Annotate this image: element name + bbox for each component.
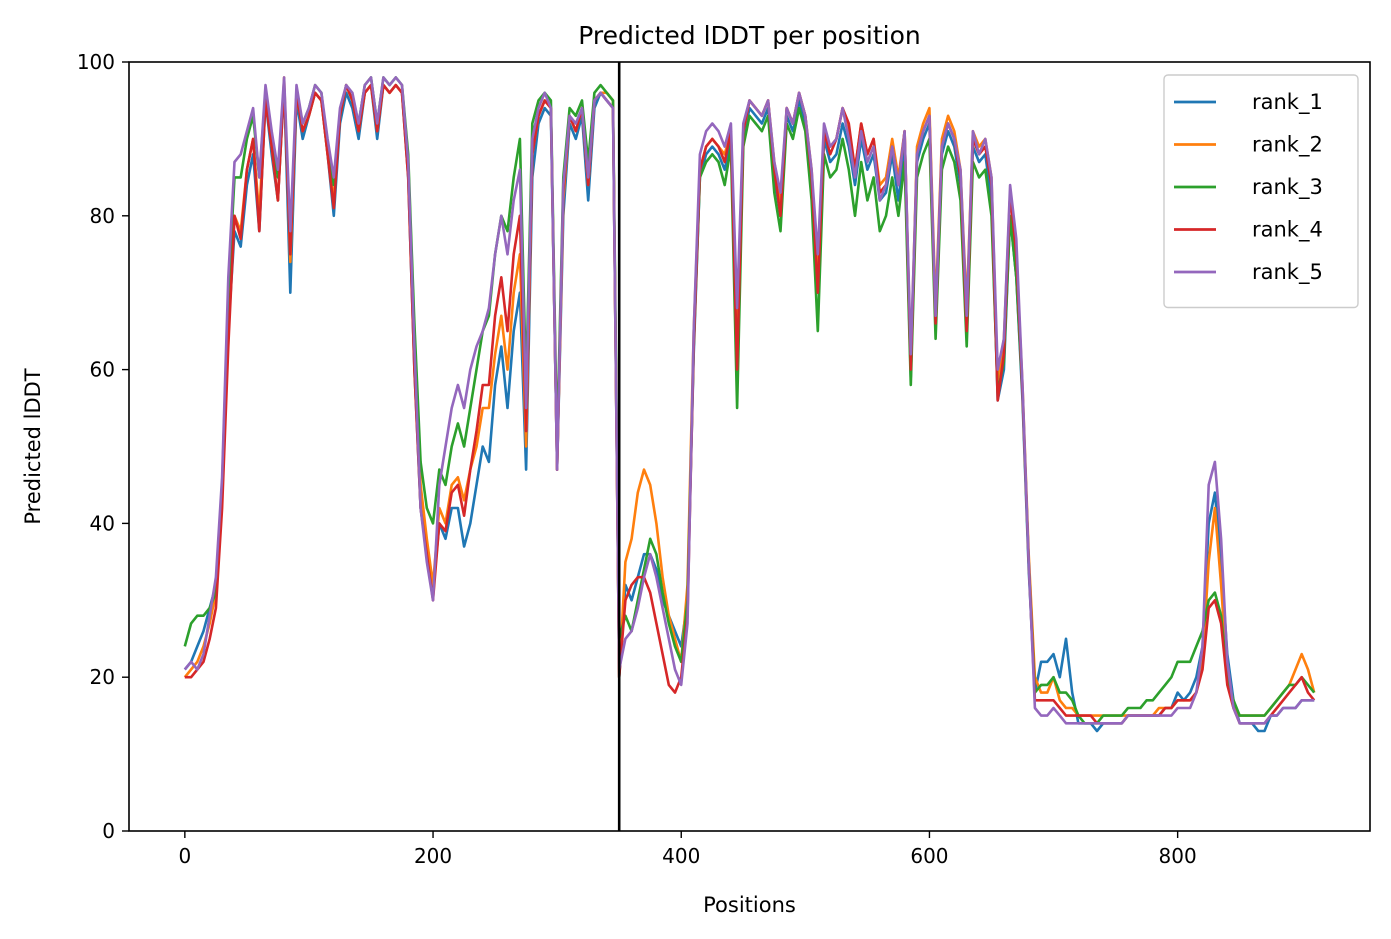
legend-label-rank_1: rank_1 [1252,90,1323,115]
x-tick-label: 800 [1159,844,1197,868]
x-tick-label: 200 [414,844,452,868]
x-tick-label: 400 [662,844,700,868]
series-layer [183,76,1316,733]
axes-frame [128,61,1371,832]
y-tick-label: 40 [90,511,115,535]
x-tick-label: 0 [178,844,191,868]
y-axis-ticks: 0 20 40 60 80 100 [77,50,129,843]
y-tick-label: 0 [102,819,115,843]
legend: rank_1 rank_2 rank_3 rank_4 rank_5 [1163,74,1359,309]
y-axis-label: Predicted lDDT [21,368,45,524]
x-axis-label: Positions [703,893,796,917]
x-axis-ticks: 0 200 400 600 800 [178,831,1197,868]
y-tick-label: 80 [90,204,115,228]
chart-title: Predicted lDDT per position [578,21,920,50]
legend-label-rank_3: rank_3 [1252,175,1323,200]
y-tick-label: 100 [77,50,115,74]
y-tick-label: 60 [90,358,115,382]
y-tick-label: 20 [90,665,115,689]
legend-label-rank_4: rank_4 [1252,218,1323,243]
legend-label-rank_2: rank_2 [1252,133,1323,158]
legend-label-rank_5: rank_5 [1252,260,1323,285]
legend-box [1163,74,1359,309]
series-line-rank_5 [183,76,1315,725]
x-tick-label: 600 [910,844,948,868]
